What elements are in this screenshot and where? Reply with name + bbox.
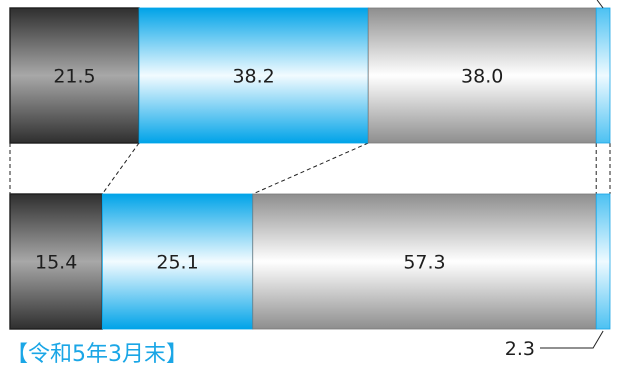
connector-line-2 [102, 143, 139, 194]
bar-1-segment-2-label: 38.2 [232, 66, 274, 88]
top-leader-line [597, 0, 603, 8]
bar-2-segment-3-label: 57.3 [403, 252, 445, 274]
bar-1-segment-1-label: 21.5 [53, 66, 95, 88]
bar-1: 21.5 38.2 38.0 [10, 8, 610, 143]
bar-1-segment-4 [596, 8, 610, 143]
bar-2-segment-1-label: 15.4 [35, 252, 77, 274]
bar-2: 15.4 25.1 57.3 [10, 194, 610, 329]
bar-2-segment-2-label: 25.1 [156, 252, 198, 274]
connector-lines [10, 143, 610, 194]
connector-line-3 [253, 143, 368, 194]
callout-leader-line [540, 331, 603, 348]
callout-label: 2.3 [505, 338, 535, 360]
bar-1-segment-3-label: 38.0 [461, 66, 503, 88]
bar-2-segment-4 [596, 194, 610, 329]
period-label: 【令和5年3月末】 [6, 336, 188, 368]
